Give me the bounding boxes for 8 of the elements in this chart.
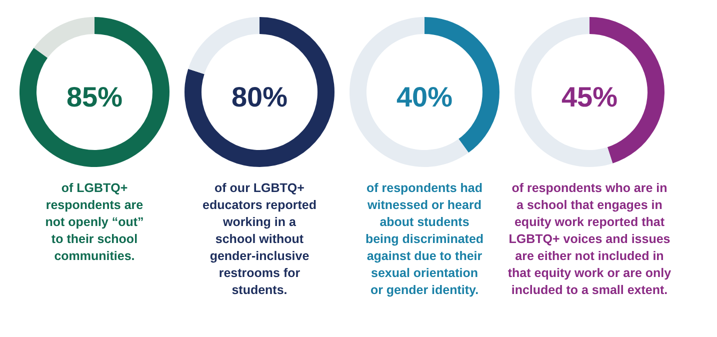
text: 45% <box>561 82 618 112</box>
text: of our LGBTQ+ educators reported working in a school without gender-inclusive restrooms for students. <box>202 180 316 299</box>
text: 40% <box>396 82 453 112</box>
text: 80% <box>231 82 288 112</box>
text: of respondents had witnessed or heard about students being discriminated against due to their sexual orientation or gender identity. <box>365 180 484 299</box>
text: of respondents who are in a school that engages in equity work reported that LGBTQ+ voices and issues are either not included in that equity work or are only included to a small extent. <box>508 180 672 299</box>
text: of LGBTQ+ respondents are not openly “out” to their school communities. <box>45 180 144 265</box>
text: 85% <box>66 82 123 112</box>
